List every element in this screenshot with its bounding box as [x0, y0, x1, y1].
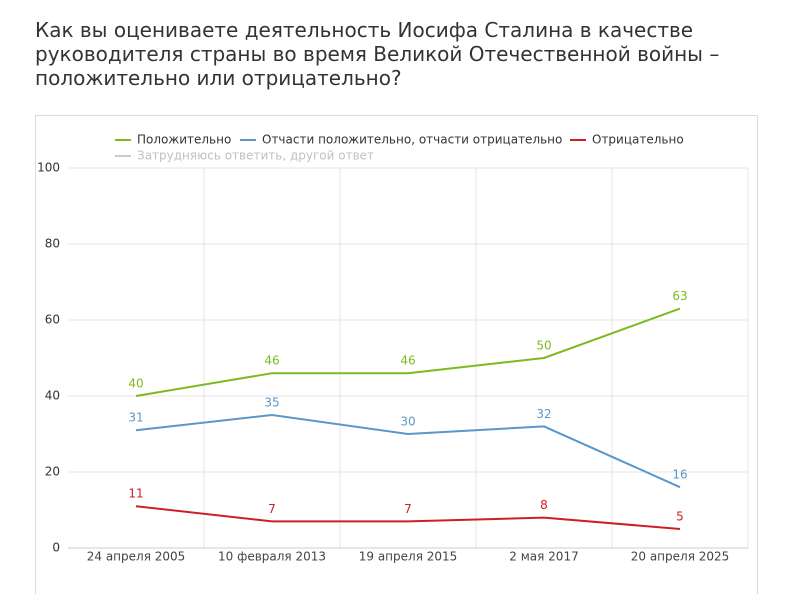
series-line — [135, 505, 681, 530]
data-label: 7 — [404, 502, 412, 516]
data-label: 35 — [264, 396, 279, 410]
data-label: 50 — [536, 339, 551, 353]
data-label: 16 — [672, 468, 687, 482]
data-label: 7 — [268, 502, 276, 516]
data-label: 32 — [536, 407, 551, 421]
series-line — [135, 413, 681, 489]
data-label: 63 — [672, 289, 687, 303]
data-label: 31 — [128, 411, 143, 425]
y-tick-label: 60 — [45, 313, 60, 327]
x-tick-label: 24 апреля 2005 — [87, 550, 186, 564]
legend-label: Положительно — [137, 133, 231, 147]
data-label: 46 — [264, 354, 279, 368]
data-label: 11 — [128, 487, 143, 501]
x-tick-label: 19 апреля 2015 — [359, 550, 458, 564]
legend-label: Отчасти положительно, отчасти отрицатель… — [262, 133, 562, 147]
y-tick-label: 20 — [45, 465, 60, 479]
chart-title: Как вы оцениваете деятельность Иосифа Ст… — [35, 18, 720, 90]
data-label: 46 — [400, 354, 415, 368]
y-tick-label: 100 — [37, 161, 60, 175]
data-label: 5 — [676, 510, 684, 524]
data-label: 30 — [400, 415, 415, 429]
x-tick-label: 10 февраля 2013 — [218, 550, 326, 564]
chart-panel — [35, 115, 758, 594]
data-label: 40 — [128, 377, 143, 391]
y-tick-label: 40 — [45, 389, 60, 403]
y-tick-label: 0 — [52, 541, 60, 555]
x-tick-label: 2 мая 2017 — [509, 550, 578, 564]
series-line — [135, 307, 681, 397]
legend-label: Затрудняюсь ответить, другой ответ — [137, 149, 374, 163]
data-label: 8 — [540, 498, 548, 512]
x-tick-label: 20 апреля 2025 — [631, 550, 730, 564]
y-tick-label: 80 — [45, 237, 60, 251]
legend-label: Отрицательно — [592, 133, 684, 147]
